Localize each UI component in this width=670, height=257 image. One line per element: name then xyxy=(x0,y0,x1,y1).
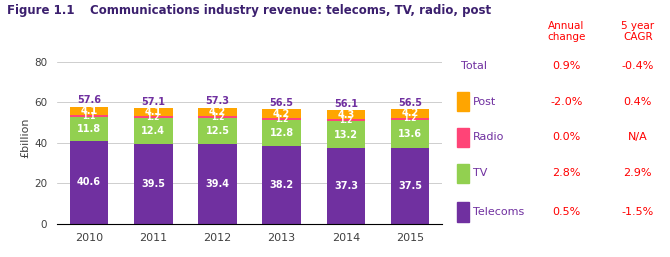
Text: 12.4: 12.4 xyxy=(141,126,165,136)
Text: 0.4%: 0.4% xyxy=(624,97,652,106)
Text: -2.0%: -2.0% xyxy=(550,97,582,106)
Text: 37.3: 37.3 xyxy=(334,181,358,191)
Text: 1.2: 1.2 xyxy=(339,116,352,125)
Bar xyxy=(391,148,429,224)
Bar xyxy=(134,144,172,224)
Text: 0.5%: 0.5% xyxy=(552,207,580,217)
Text: 1.2: 1.2 xyxy=(147,113,160,122)
Text: 1.2: 1.2 xyxy=(403,114,417,123)
Bar xyxy=(198,107,237,116)
Bar xyxy=(391,109,429,118)
Text: 37.5: 37.5 xyxy=(398,181,422,191)
Text: 38.2: 38.2 xyxy=(269,180,293,190)
Text: 2.9%: 2.9% xyxy=(624,169,652,178)
Text: 4.2: 4.2 xyxy=(209,107,226,117)
Bar xyxy=(263,109,301,118)
Text: 1.2: 1.2 xyxy=(275,115,288,124)
Text: 56.5: 56.5 xyxy=(398,98,422,108)
Bar xyxy=(391,120,429,148)
Text: 4.1: 4.1 xyxy=(145,107,162,117)
Text: 13.2: 13.2 xyxy=(334,130,358,140)
Text: 0.0%: 0.0% xyxy=(552,133,580,142)
Text: 56.1: 56.1 xyxy=(334,98,358,108)
Text: N/A: N/A xyxy=(628,133,648,142)
Text: TV: TV xyxy=(473,169,487,178)
Text: Communications industry revenue: telecoms, TV, radio, post: Communications industry revenue: telecom… xyxy=(90,4,492,17)
Bar xyxy=(263,120,301,146)
Text: 12.8: 12.8 xyxy=(269,128,293,138)
Text: 57.3: 57.3 xyxy=(206,96,229,106)
Text: -1.5%: -1.5% xyxy=(622,207,654,217)
Text: Radio: Radio xyxy=(473,133,505,142)
Bar xyxy=(326,121,365,148)
Text: 5 year
CAGR: 5 year CAGR xyxy=(621,21,655,42)
Text: 39.5: 39.5 xyxy=(141,179,165,189)
Bar xyxy=(326,119,365,121)
Text: Total: Total xyxy=(461,61,487,70)
Bar xyxy=(391,118,429,120)
Bar xyxy=(326,148,365,224)
Text: Post: Post xyxy=(473,97,496,106)
Text: 39.4: 39.4 xyxy=(206,179,229,189)
Bar xyxy=(70,117,109,141)
Text: 57.1: 57.1 xyxy=(141,96,165,106)
Text: 40.6: 40.6 xyxy=(77,178,101,187)
Bar xyxy=(70,141,109,224)
Text: 1.1: 1.1 xyxy=(82,112,96,121)
Text: Figure 1.1: Figure 1.1 xyxy=(7,4,74,17)
Bar xyxy=(198,116,237,118)
Text: 4.3: 4.3 xyxy=(337,109,354,120)
Bar xyxy=(263,146,301,224)
Text: 56.5: 56.5 xyxy=(270,98,293,108)
Bar xyxy=(134,116,172,118)
Text: 13.6: 13.6 xyxy=(398,129,422,139)
Text: 1.2: 1.2 xyxy=(211,113,224,122)
Text: 57.6: 57.6 xyxy=(77,96,101,105)
Text: 2.8%: 2.8% xyxy=(552,169,580,178)
Bar xyxy=(70,115,109,117)
Text: Annual
change: Annual change xyxy=(547,21,586,42)
Text: 4.1: 4.1 xyxy=(80,106,98,116)
Text: 12.5: 12.5 xyxy=(206,126,229,136)
Bar xyxy=(134,118,172,144)
Bar xyxy=(198,144,237,224)
Bar xyxy=(70,107,109,115)
Bar xyxy=(134,108,172,116)
Bar xyxy=(326,110,365,119)
Text: Telecoms: Telecoms xyxy=(473,207,524,217)
Bar xyxy=(263,118,301,120)
Text: 4.2: 4.2 xyxy=(273,109,290,118)
Text: 4.2: 4.2 xyxy=(401,108,419,118)
Bar xyxy=(198,118,237,144)
Text: -0.4%: -0.4% xyxy=(622,61,654,70)
Y-axis label: £billion: £billion xyxy=(20,117,30,158)
Text: 0.9%: 0.9% xyxy=(552,61,580,70)
Text: 11.8: 11.8 xyxy=(77,124,101,134)
